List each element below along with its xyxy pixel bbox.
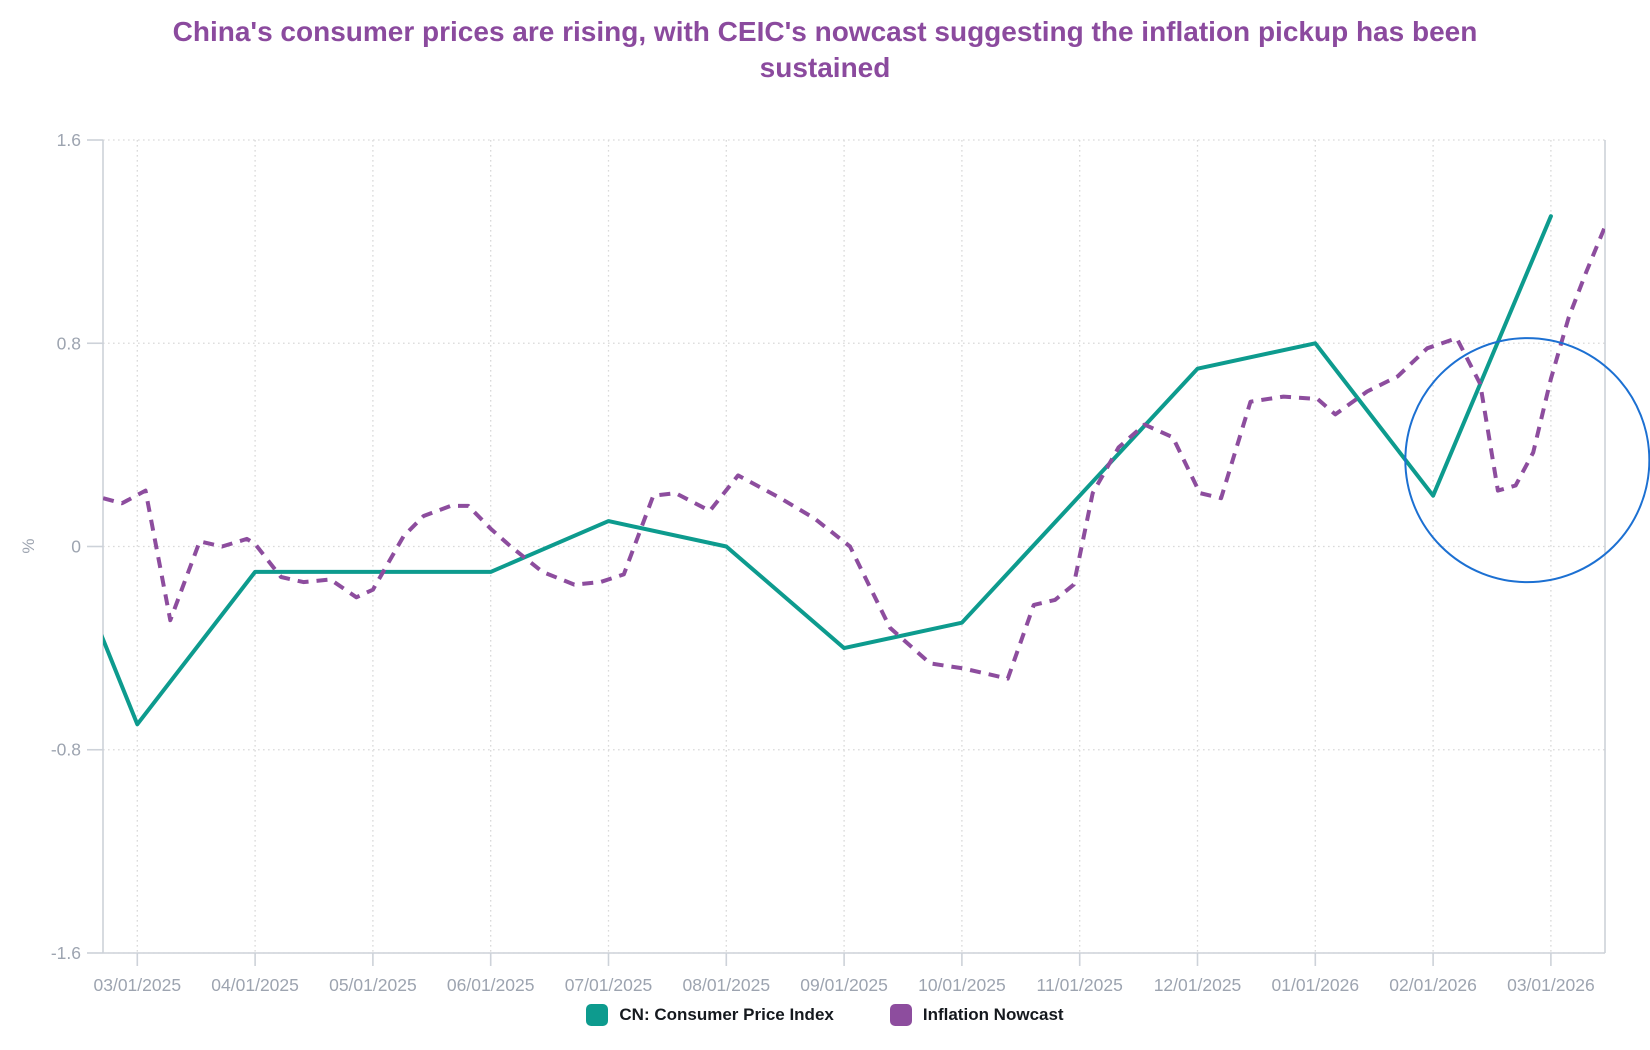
legend-item-nowcast: Inflation Nowcast <box>889 1004 1064 1026</box>
svg-text:01/01/2026: 01/01/2026 <box>1272 975 1360 995</box>
svg-text:07/01/2025: 07/01/2025 <box>565 975 653 995</box>
cpi-line <box>103 214 1553 727</box>
tick-marks <box>87 139 1552 966</box>
svg-text:04/01/2025: 04/01/2025 <box>211 975 299 995</box>
svg-text:09/01/2025: 09/01/2025 <box>800 975 888 995</box>
svg-text:02/01/2026: 02/01/2026 <box>1389 975 1477 995</box>
svg-text:08/01/2025: 08/01/2025 <box>683 975 771 995</box>
svg-text:0.8: 0.8 <box>57 333 81 353</box>
x-axis-labels: 03/01/2025 04/01/2025 05/01/2025 06/01/2025… <box>94 975 1595 995</box>
svg-text:06/01/2025: 06/01/2025 <box>447 975 535 995</box>
y-axis-labels: 1.6 0.8 0 -0.8 -1.6 <box>51 130 81 963</box>
y-axis-title: % <box>19 538 38 553</box>
svg-text:0: 0 <box>71 537 81 557</box>
legend-label-cpi: CN: Consumer Price Index <box>619 1005 834 1024</box>
svg-text:11/01/2025: 11/01/2025 <box>1037 975 1123 995</box>
svg-text:12/01/2025: 12/01/2025 <box>1154 975 1242 995</box>
legend-label-nowcast: Inflation Nowcast <box>922 1005 1064 1024</box>
cpi-color-swatch-icon <box>586 1004 609 1026</box>
chart-title: China's consumer prices are rising, with… <box>172 16 1478 83</box>
svg-text:03/01/2026: 03/01/2026 <box>1507 975 1595 995</box>
nowcast-color-swatch-icon <box>889 1004 912 1026</box>
gridlines <box>103 139 1605 954</box>
svg-text:1.6: 1.6 <box>57 130 81 150</box>
svg-text:05/01/2025: 05/01/2025 <box>329 975 417 995</box>
svg-text:10/01/2025: 10/01/2025 <box>918 975 1006 995</box>
legend: CN: Consumer Price Index Inflation Nowca… <box>0 1004 1650 1026</box>
svg-text:%: % <box>19 538 38 553</box>
annotation-circle <box>1404 337 1650 584</box>
svg-text:03/01/2025: 03/01/2025 <box>94 975 182 995</box>
svg-text:-1.6: -1.6 <box>51 943 81 963</box>
nowcast-line <box>103 225 1605 681</box>
legend-item-cpi: CN: Consumer Price Index <box>586 1004 834 1026</box>
svg-text:-0.8: -0.8 <box>51 740 81 760</box>
